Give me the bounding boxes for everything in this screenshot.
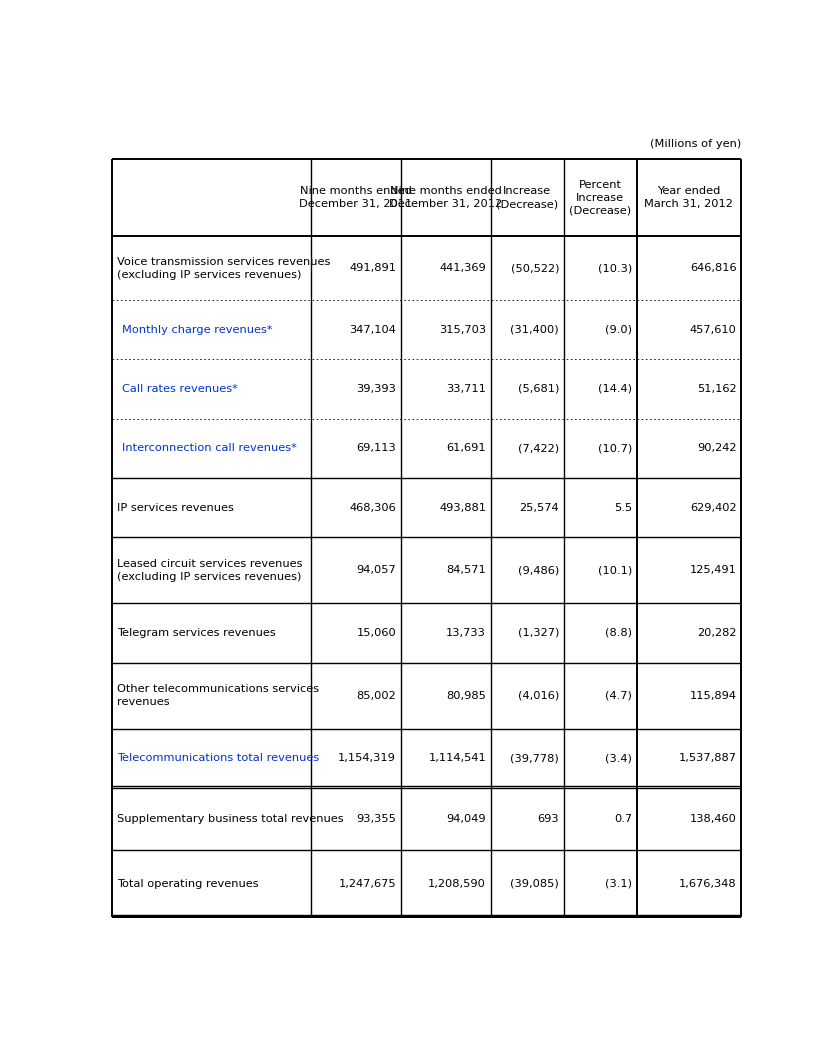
Text: Call rates revenues*: Call rates revenues* xyxy=(122,384,238,394)
Text: 84,571: 84,571 xyxy=(446,566,486,575)
Text: 69,113: 69,113 xyxy=(356,443,396,454)
Text: (10.3): (10.3) xyxy=(598,264,632,273)
Text: 629,402: 629,402 xyxy=(690,502,736,513)
Text: 1,154,319: 1,154,319 xyxy=(339,754,396,763)
Text: 646,816: 646,816 xyxy=(690,264,736,273)
Text: (31,400): (31,400) xyxy=(511,325,559,334)
Text: Telegram services revenues: Telegram services revenues xyxy=(116,628,275,638)
Text: 1,247,675: 1,247,675 xyxy=(339,878,396,889)
Text: 33,711: 33,711 xyxy=(446,384,486,394)
Text: 0.7: 0.7 xyxy=(614,814,632,824)
Text: 85,002: 85,002 xyxy=(356,690,396,701)
Text: (39,778): (39,778) xyxy=(510,754,559,763)
Text: 15,060: 15,060 xyxy=(356,628,396,638)
Text: IP services revenues: IP services revenues xyxy=(116,502,234,513)
Text: 315,703: 315,703 xyxy=(439,325,486,334)
Text: (8.8): (8.8) xyxy=(605,628,632,638)
Text: 61,691: 61,691 xyxy=(447,443,486,454)
Text: (10.1): (10.1) xyxy=(598,566,632,575)
Text: 51,162: 51,162 xyxy=(697,384,736,394)
Text: 125,491: 125,491 xyxy=(690,566,736,575)
Text: 90,242: 90,242 xyxy=(697,443,736,454)
Text: 13,733: 13,733 xyxy=(446,628,486,638)
Text: (3.1): (3.1) xyxy=(605,878,632,889)
Text: Supplementary business total revenues: Supplementary business total revenues xyxy=(116,814,344,824)
Text: 1,676,348: 1,676,348 xyxy=(679,878,736,889)
Text: (1,327): (1,327) xyxy=(518,628,559,638)
Text: 493,881: 493,881 xyxy=(439,502,486,513)
Text: (9,486): (9,486) xyxy=(518,566,559,575)
Text: Nine months ended
December 31, 2012: Nine months ended December 31, 2012 xyxy=(389,186,503,209)
Text: Monthly charge revenues*: Monthly charge revenues* xyxy=(122,325,273,334)
Text: Leased circuit services revenues
(excluding IP services revenues): Leased circuit services revenues (exclud… xyxy=(116,558,302,581)
Text: 115,894: 115,894 xyxy=(690,690,736,701)
Text: 94,057: 94,057 xyxy=(356,566,396,575)
Text: 20,282: 20,282 xyxy=(697,628,736,638)
Text: (7,422): (7,422) xyxy=(518,443,559,454)
Text: 347,104: 347,104 xyxy=(349,325,396,334)
Text: 1,208,590: 1,208,590 xyxy=(428,878,486,889)
Text: Telecommunications total revenues: Telecommunications total revenues xyxy=(116,754,319,763)
Text: (50,522): (50,522) xyxy=(511,264,559,273)
Text: (4,016): (4,016) xyxy=(518,690,559,701)
Text: Nine months ended
December 31, 2011: Nine months ended December 31, 2011 xyxy=(299,186,412,209)
Text: 25,574: 25,574 xyxy=(519,502,559,513)
Text: 138,460: 138,460 xyxy=(690,814,736,824)
Text: (14.4): (14.4) xyxy=(598,384,632,394)
Text: Year ended
March 31, 2012: Year ended March 31, 2012 xyxy=(645,186,733,209)
Text: 457,610: 457,610 xyxy=(690,325,736,334)
Text: Other telecommunications services
revenues: Other telecommunications services revenu… xyxy=(116,684,319,707)
Text: 693: 693 xyxy=(537,814,559,824)
Text: (3.4): (3.4) xyxy=(605,754,632,763)
Text: (10.7): (10.7) xyxy=(598,443,632,454)
Text: (39,085): (39,085) xyxy=(510,878,559,889)
Text: 94,049: 94,049 xyxy=(447,814,486,824)
Text: Voice transmission services revenues
(excluding IP services revenues): Voice transmission services revenues (ex… xyxy=(116,256,330,279)
Text: 491,891: 491,891 xyxy=(349,264,396,273)
Text: (Millions of yen): (Millions of yen) xyxy=(650,139,741,148)
Text: (9.0): (9.0) xyxy=(605,325,632,334)
Text: 39,393: 39,393 xyxy=(356,384,396,394)
Text: Interconnection call revenues*: Interconnection call revenues* xyxy=(122,443,297,454)
Text: (5,681): (5,681) xyxy=(518,384,559,394)
Text: 80,985: 80,985 xyxy=(446,690,486,701)
Text: 1,114,541: 1,114,541 xyxy=(428,754,486,763)
Text: Total operating revenues: Total operating revenues xyxy=(116,878,259,889)
Text: 1,537,887: 1,537,887 xyxy=(679,754,736,763)
Text: Increase
(Decrease): Increase (Decrease) xyxy=(496,186,558,209)
Text: 93,355: 93,355 xyxy=(356,814,396,824)
Text: 5.5: 5.5 xyxy=(614,502,632,513)
Text: (4.7): (4.7) xyxy=(605,690,632,701)
Text: 441,369: 441,369 xyxy=(439,264,486,273)
Text: Percent
Increase
(Decrease): Percent Increase (Decrease) xyxy=(569,180,631,216)
Text: 468,306: 468,306 xyxy=(349,502,396,513)
